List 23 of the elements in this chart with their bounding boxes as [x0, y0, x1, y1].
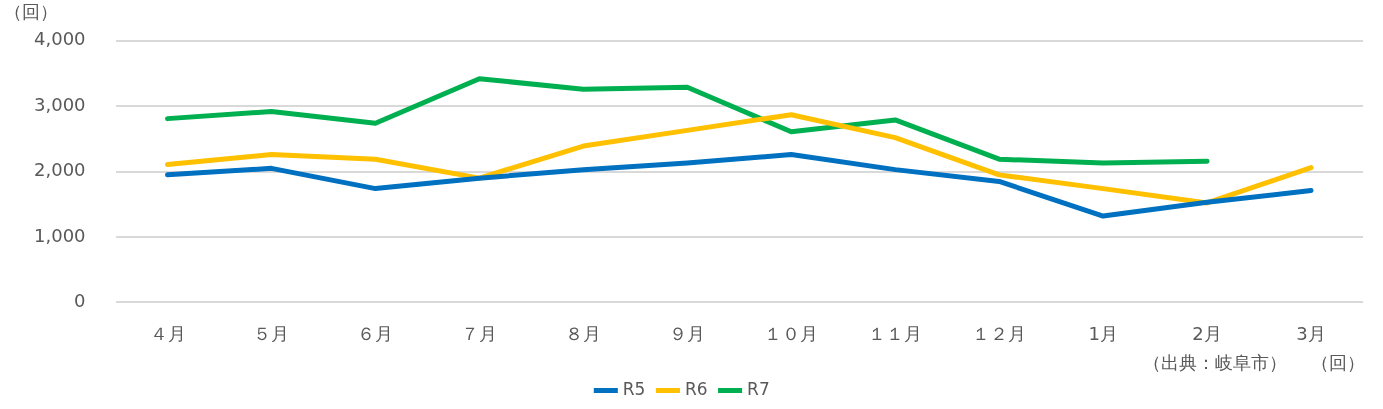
x-tick-label: ５月	[253, 322, 290, 344]
y-tick-label: 1,000	[34, 224, 86, 246]
x-tick-label: ９月	[669, 322, 706, 344]
x-tick-label: ６月	[357, 322, 394, 344]
x-tick-label: １０月	[764, 322, 819, 344]
x-tick-label: ４月	[149, 322, 186, 344]
x-tick-label: １２月	[972, 322, 1027, 344]
legend-label: R5	[622, 378, 646, 399]
x-tick-label: 1月	[1088, 322, 1118, 344]
y-tick-label: 4,000	[34, 28, 86, 50]
y-axis-title: （回）	[4, 0, 58, 22]
legend-label: R7	[747, 378, 770, 399]
text: （出典：岐阜市）	[1143, 351, 1287, 375]
x-tick-label: 3月	[1296, 322, 1326, 344]
x-tick-label: ７月	[461, 322, 498, 344]
y-tick-label: 2,000	[34, 159, 86, 181]
x-tick-label: １１月	[868, 322, 923, 344]
x-tick-label: 2月	[1192, 322, 1222, 344]
y-tick-label: 0	[74, 290, 86, 312]
y-tick-label: 3,000	[34, 93, 86, 115]
legend-label: R6	[684, 378, 708, 399]
x-tick-label: ８月	[565, 322, 602, 344]
text: （回）	[1311, 351, 1365, 375]
